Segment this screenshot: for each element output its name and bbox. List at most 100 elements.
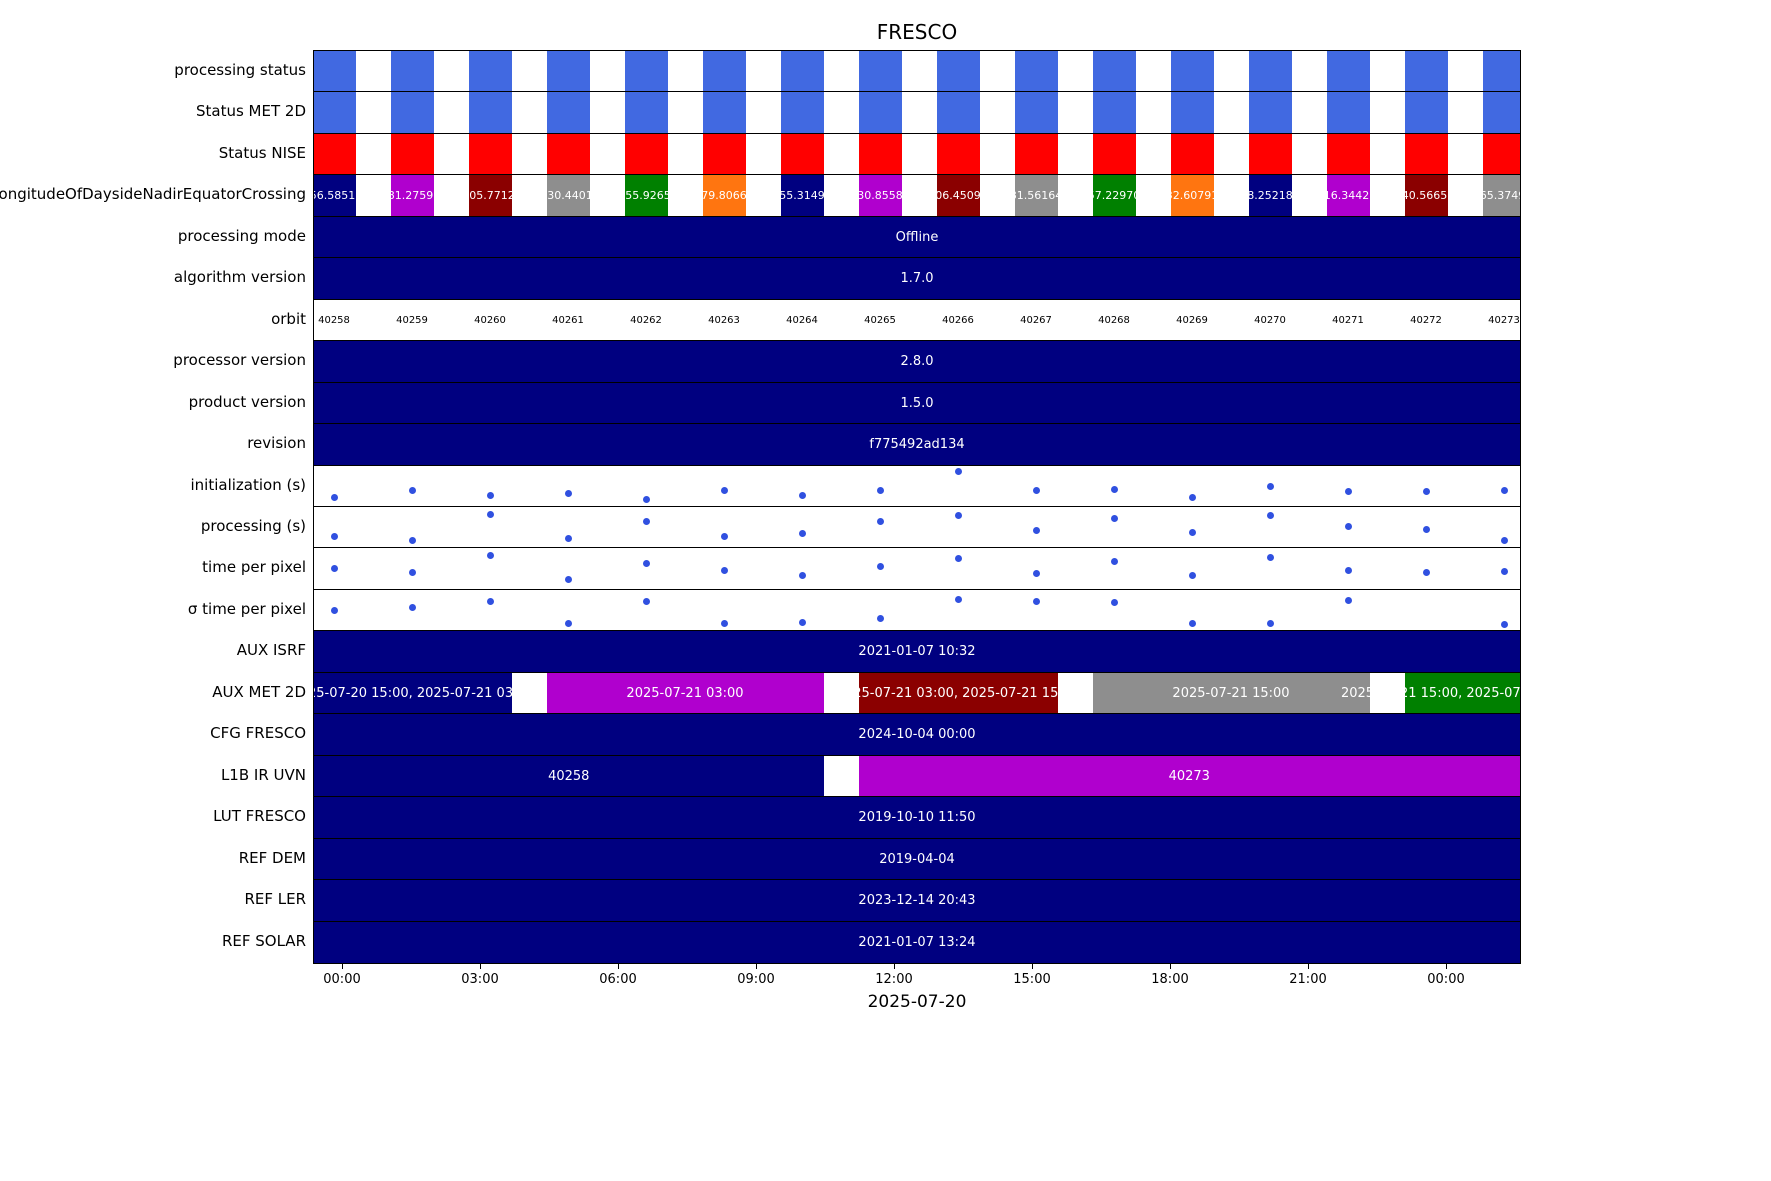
status-block <box>1170 92 1214 133</box>
longitude-block <box>936 175 980 216</box>
status-block <box>936 92 980 133</box>
x-tick-mark <box>756 964 757 969</box>
value-bar-text: 2019-10-10 11:50 <box>858 810 976 826</box>
scatter-dot <box>798 492 806 500</box>
scatter-dot <box>564 575 572 583</box>
scatter-dot <box>798 572 806 580</box>
x-tick-mark <box>342 964 343 969</box>
x-tick-label: 09:00 <box>737 972 775 987</box>
orbit-number: 40265 <box>864 314 896 326</box>
scatter-dot <box>1500 536 1508 544</box>
status-block <box>1482 92 1520 133</box>
status-block <box>936 51 980 92</box>
orbit-number: 40261 <box>552 314 584 326</box>
segment <box>1092 672 1370 714</box>
row-label-time-per-pixel: time per pixel <box>202 558 306 577</box>
segment-text: 2025-07-21 15:00 <box>1172 685 1290 701</box>
scatter-dot <box>1344 488 1352 496</box>
row-revision: f775492ad134 <box>314 424 1520 466</box>
status-block <box>702 92 746 133</box>
orbit-number: 40267 <box>1020 314 1052 326</box>
row-label-revision: revision <box>247 434 306 453</box>
segment-text: 40258 <box>548 768 590 784</box>
value-bar <box>314 216 1520 258</box>
scatter-dot <box>1188 571 1196 579</box>
x-tick-label: 00:00 <box>1427 972 1465 987</box>
scatter-dot <box>1110 485 1118 493</box>
status-block <box>314 133 356 175</box>
row-l1b-ir-uvn: 40258 40273 <box>314 755 1520 798</box>
row-label-product-version: product version <box>188 392 306 411</box>
scatter-dot <box>876 563 884 571</box>
plot-area: -56.58516 -81.27593 -105.77124 -130.44016 -1… <box>313 50 1521 964</box>
scatter-dot <box>1188 494 1196 502</box>
row-label-l1b-ir-uvn: L1B IR UVN <box>220 765 306 784</box>
scatter-dot <box>330 565 338 573</box>
scatter-dot <box>408 568 416 576</box>
x-tick-mark <box>1032 964 1033 969</box>
row-label-ref-dem: REF DEM <box>238 848 306 867</box>
segment <box>858 755 1520 797</box>
status-block <box>780 51 824 92</box>
status-block <box>1326 133 1370 175</box>
status-block <box>390 92 434 133</box>
scatter-dot <box>1500 620 1508 628</box>
longitude-block <box>314 175 356 216</box>
scatter-dot <box>954 554 962 562</box>
scatter-dot <box>1032 569 1040 577</box>
row-label-status-met-2d: Status MET 2D <box>195 102 306 121</box>
row-label-status-nise: Status NISE <box>218 143 306 162</box>
scatter-dot <box>408 486 416 494</box>
scatter-dot <box>1032 486 1040 494</box>
longitude-block <box>1248 175 1292 216</box>
scatter-dot <box>408 537 416 545</box>
scatter-dot <box>1422 525 1430 533</box>
row-ref-ler: 2023-12-14 20:43 <box>314 880 1520 922</box>
orbit-number: 40271 <box>1332 314 1364 326</box>
scatter-dot <box>1344 567 1352 575</box>
status-block <box>1248 92 1292 133</box>
scatter-dot <box>330 532 338 540</box>
longitude-value: -16.34428 <box>1319 189 1377 203</box>
status-block <box>1092 92 1136 133</box>
longitude-block <box>390 175 434 216</box>
segment-text: 2025-07-20 15:00, 2025-07-21 03:00 <box>314 685 535 701</box>
scatter-dot <box>1110 599 1118 607</box>
value-bar-text: Offline <box>895 229 939 245</box>
x-tick-mark <box>1446 964 1447 969</box>
scatter-dot <box>1032 597 1040 605</box>
x-tick-label: 00:00 <box>323 972 361 987</box>
value-bar <box>314 714 1520 755</box>
row-label-aux-met-2d: AUX MET 2D <box>212 682 306 701</box>
status-block <box>1404 133 1448 175</box>
segment-text: 40273 <box>1168 768 1210 784</box>
value-bar <box>314 838 1520 880</box>
orbit-number: 40262 <box>630 314 662 326</box>
value-bar-text: f775492ad134 <box>869 437 965 453</box>
scatter-dot <box>1110 557 1118 565</box>
scatter-dot <box>1188 619 1196 627</box>
row-processing-mode: Offline <box>314 216 1520 259</box>
value-bar-text: 2021-01-07 13:24 <box>858 934 976 950</box>
longitude-block <box>468 175 512 216</box>
orbit-number: 40263 <box>708 314 740 326</box>
scatter-dot <box>876 518 884 526</box>
row-label-lut-fresco: LUT FRESCO <box>213 807 306 826</box>
scatter-dot <box>720 532 728 540</box>
segment-text: 2025-07-21 15:00, 2025-07-22 03:00 <box>1340 685 1520 701</box>
value-bar <box>314 341 1520 382</box>
scatter-dot <box>954 595 962 603</box>
longitude-value: -130.44016 <box>536 189 600 203</box>
scatter-dot <box>1422 488 1430 496</box>
x-tick-label: 18:00 <box>1151 972 1189 987</box>
row-processing-status <box>314 51 1520 93</box>
row-initialization-s <box>314 465 1520 507</box>
longitude-block <box>1014 175 1058 216</box>
row-status-nise <box>314 133 1520 176</box>
row-label-processing-mode: processing mode <box>177 226 306 245</box>
value-bar <box>314 258 1520 299</box>
scatter-dot <box>798 618 806 626</box>
status-block <box>1326 51 1370 92</box>
orbit-number: 40258 <box>318 314 350 326</box>
row-label-aux-isrf: AUX ISRF <box>236 641 306 660</box>
